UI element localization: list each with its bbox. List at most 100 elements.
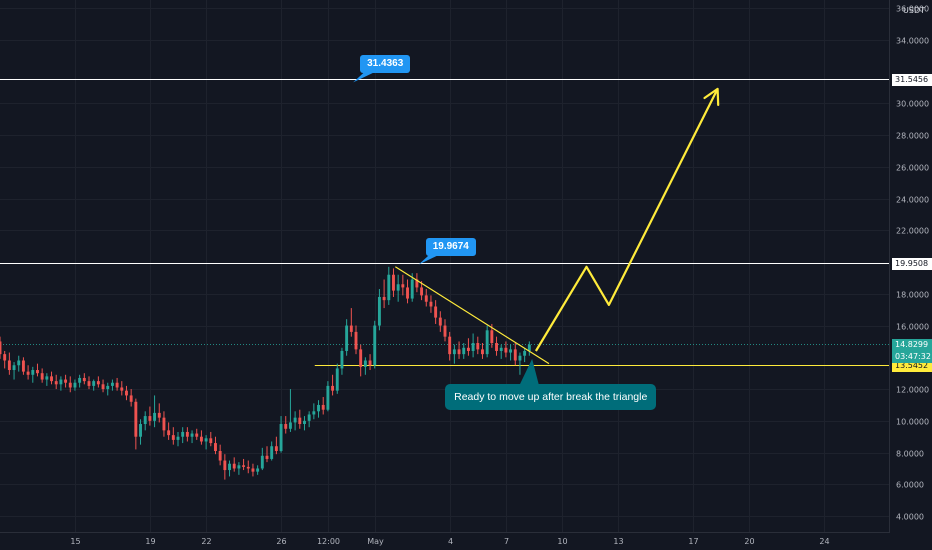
price-callout-top[interactable]: 31.4363	[360, 55, 411, 74]
candle-body-up	[59, 379, 63, 385]
candle-body-down	[457, 349, 461, 355]
triangle-resistance-line[interactable]	[395, 266, 550, 365]
candle-body-down	[298, 417, 302, 425]
candle-body-down	[349, 325, 353, 332]
candle-body-up	[237, 465, 241, 469]
projection-path[interactable]	[534, 88, 719, 352]
projection-arrowhead[interactable]	[703, 87, 720, 107]
annotation-note[interactable]: Ready to move up after break the triangl…	[445, 383, 657, 410]
candle-body-up	[518, 355, 522, 361]
candle-body-down	[415, 279, 419, 288]
candle-body-up	[270, 446, 274, 459]
y-tick-label: 36.0000	[896, 5, 929, 14]
candle-body-down	[115, 382, 119, 388]
y-tick-label: 16.0000	[896, 323, 929, 332]
y-tick-label: 26.0000	[896, 164, 929, 173]
candle-body-down	[321, 404, 325, 410]
candle-body-up	[78, 377, 82, 383]
candle-body-down	[490, 330, 494, 344]
candle-body-up	[110, 382, 114, 386]
candle-body-down	[171, 435, 175, 440]
candle-body-down	[195, 433, 199, 437]
candle-body-down	[167, 430, 171, 436]
candle-body-down	[284, 424, 288, 429]
candle-body-down	[21, 360, 25, 372]
candle-body-up	[228, 463, 231, 471]
candle-body-up	[509, 349, 513, 353]
candle-body-up	[106, 385, 110, 390]
y-tick-label: 30.0000	[896, 100, 929, 109]
x-tick-label: 7	[504, 537, 509, 546]
y-tick-label: 24.0000	[896, 196, 929, 205]
time-axis[interactable]: 15 19 22 26 12:00 May 4 7 10 13 17 20 24	[70, 537, 829, 546]
candle-body-down	[209, 438, 213, 444]
x-tick-label: 26	[276, 537, 286, 546]
candle-body-up	[288, 422, 292, 429]
candle-body-down	[232, 463, 236, 469]
price-callout-pointer	[418, 253, 442, 265]
price-axis[interactable]: 4.0000 6.0000 8.0000 10.0000 12.0000 16.0000 1…	[896, 5, 929, 522]
candle-body-down	[87, 381, 91, 386]
price-callout-pointer	[353, 71, 377, 83]
candle-body-down	[424, 295, 428, 302]
x-tick-label: 12:00	[317, 537, 340, 546]
time-axis-panel	[0, 532, 890, 550]
candle-body-up	[256, 468, 260, 472]
candle-body-down	[185, 431, 189, 437]
candle-body-down	[331, 385, 335, 391]
horizontal-levels[interactable]	[0, 79, 890, 366]
candle-body-down	[199, 436, 203, 442]
x-tick-label: 24	[819, 537, 829, 546]
candle-body-down	[50, 376, 53, 382]
candle-body-up	[45, 376, 49, 380]
price-callout-middle[interactable]: 19.9674	[425, 237, 476, 256]
candle-body-up	[204, 438, 208, 442]
candle-body-down	[157, 412, 161, 418]
candle-body-up	[260, 455, 264, 469]
x-tick-label: 10	[557, 537, 567, 546]
candle-body-up	[312, 411, 316, 415]
candle-body-up	[143, 416, 147, 425]
candle-body-up	[190, 433, 194, 437]
candle-body-up	[471, 343, 475, 351]
candle-body-up	[377, 296, 381, 326]
candle-body-down	[36, 370, 39, 374]
candle-body-down	[274, 446, 278, 452]
x-tick-label: 19	[145, 537, 155, 546]
y-tick-label: 28.0000	[896, 132, 929, 141]
y-tick-label: 34.0000	[896, 37, 929, 46]
y-tick-label: 8.0000	[896, 450, 924, 459]
candle-body-up	[462, 347, 466, 355]
candle-body-down	[401, 284, 405, 288]
candle-body-up	[317, 404, 320, 412]
candle-body-down	[64, 379, 68, 383]
level-price-tag-middle: 19.9508	[892, 257, 932, 270]
candle-body-up	[139, 424, 142, 437]
grid	[0, 0, 890, 532]
candle-body-up	[326, 385, 330, 410]
candle-body-up	[499, 347, 503, 351]
drawings[interactable]	[353, 71, 720, 386]
candle-body-down	[40, 373, 44, 380]
candle-body-down	[3, 354, 7, 361]
candle-body-up	[396, 284, 400, 291]
candle-body-down	[242, 465, 246, 467]
candle-body-down	[504, 347, 508, 353]
candle-body-down	[82, 377, 86, 382]
candle-body-up	[335, 368, 339, 391]
x-tick-label: 13	[613, 537, 623, 546]
candle-body-down	[438, 317, 442, 326]
current-price-tag: 14.8299	[892, 338, 932, 351]
candle-body-down	[68, 382, 72, 388]
candle-body-down	[0, 341, 2, 355]
candle-body-up	[527, 344, 531, 351]
candle-body-down	[429, 301, 433, 307]
candle-body-up	[307, 414, 311, 421]
candle-body-up	[293, 417, 297, 423]
candle-body-up	[12, 365, 16, 371]
candle-body-down	[476, 343, 480, 350]
candle-body-down	[246, 466, 250, 469]
candle-body-down	[406, 287, 409, 299]
candle-body-down	[466, 347, 470, 351]
